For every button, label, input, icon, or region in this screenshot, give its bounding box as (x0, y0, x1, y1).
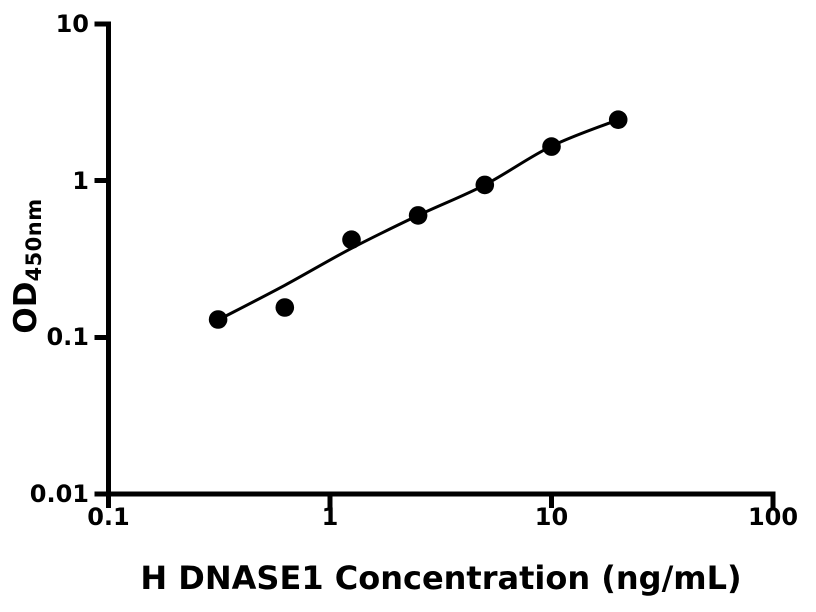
y-axis-title-subscript: 450nm (22, 198, 46, 282)
data-point-marker (208, 310, 228, 329)
y-axis-title-main: OD (8, 281, 44, 334)
y-tick-label: 0.01 (29, 480, 89, 508)
x-tick-label: 10 (534, 503, 569, 531)
data-point-marker (475, 175, 495, 195)
axis-spines (106, 21, 776, 497)
y-axis-title: OD450nm (8, 198, 46, 334)
data-point-marker (275, 298, 295, 317)
x-tick-label: 0.1 (87, 503, 130, 531)
data-point-marker (342, 230, 361, 249)
x-axis-title: H DNASE1 Concentration (ng/mL) (140, 559, 742, 597)
y-tick-label: 10 (55, 10, 89, 38)
data-point-marker (608, 110, 628, 129)
data-point-marker (542, 137, 561, 156)
x-tick-label: 1 (321, 503, 339, 531)
data-point-marker (408, 206, 428, 225)
y-tick-label: 1 (72, 166, 89, 195)
y-tick-label: 0.1 (46, 323, 89, 352)
x-tick-label: 100 (747, 503, 799, 531)
